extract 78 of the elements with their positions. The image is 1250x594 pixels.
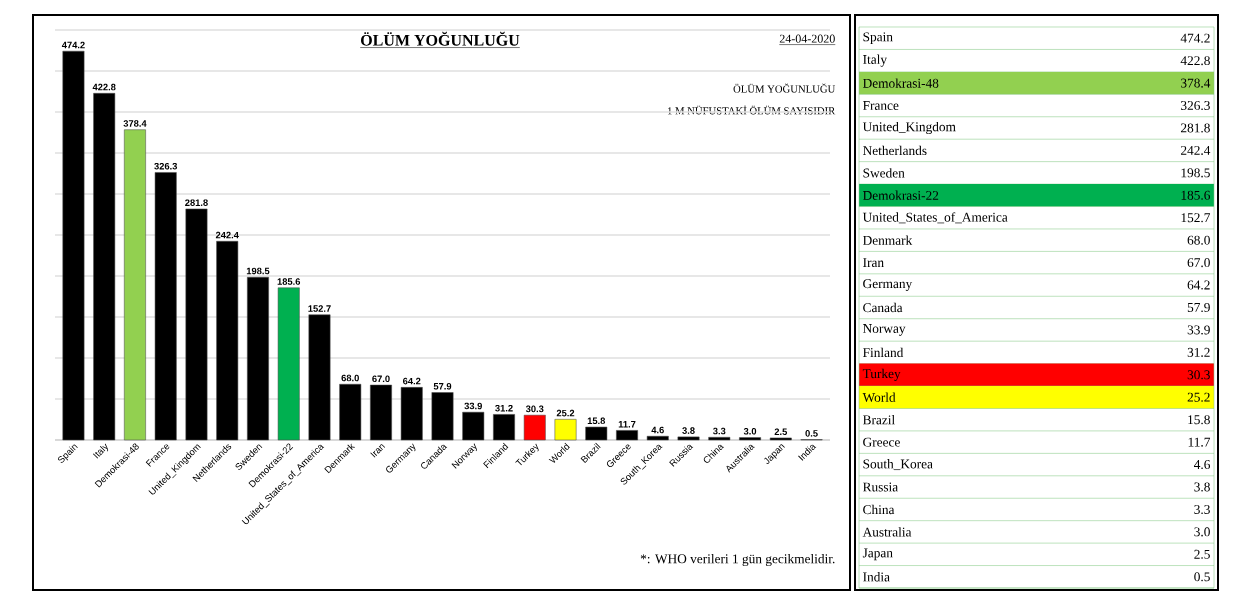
category-label: Spain (863, 32, 893, 45)
data-label: 0.5 (805, 430, 818, 437)
data-label: 57.9 (433, 383, 452, 390)
annotation: ÖLÜM YOĞUNLUĞU (733, 83, 836, 93)
text: 4.6 (1193, 460, 1211, 470)
category-label: France (862, 101, 899, 110)
text: 474.2 (1180, 33, 1210, 43)
text: 3.0 (1194, 527, 1210, 537)
data-label: 68.0 (341, 374, 359, 382)
data-label: 4.6 (651, 426, 664, 434)
text: 0.5 (1194, 572, 1210, 582)
data-label: 185.6 (277, 278, 301, 285)
category-label: Denmark (862, 235, 913, 245)
category-label: Brazil (862, 415, 895, 425)
text: 33.9 (1187, 325, 1210, 335)
text: 11.7 (1188, 437, 1211, 447)
data-label: 474.2 (61, 41, 85, 49)
category-label: Italy (863, 54, 888, 67)
data-label: 378.4 (123, 120, 147, 127)
text: 3.3 (1194, 504, 1210, 514)
data-label: 198.5 (246, 267, 270, 275)
text: 68.0 (1187, 235, 1210, 245)
data-label: 15.8 (587, 417, 606, 425)
annotation: 1 M NÜFUSTAKİ ÖLÜM SAYISIDIR (667, 105, 836, 115)
category-label: Germany (863, 279, 913, 291)
text: 185.6 (1181, 190, 1211, 200)
data-label: 3.3 (713, 427, 726, 435)
chart-subtitle: 24-04-2020 (779, 34, 835, 43)
category-label: Turkey (862, 368, 901, 381)
data-label: 64.2 (403, 377, 421, 385)
category-label: United_States_of_America (862, 212, 1008, 224)
text: 25.2 (1187, 392, 1210, 402)
category-label: Australia (862, 527, 912, 537)
text: 326.3 (1181, 101, 1210, 111)
text: 242.4 (1180, 145, 1211, 155)
category-label: United_Kingdom (862, 121, 956, 135)
text: *: WHO verileri 1 gün gecikmelidir. (640, 553, 835, 567)
data-label: 152.7 (308, 305, 331, 312)
data-label: 2.5 (774, 428, 788, 436)
text: 67.0 (1187, 258, 1210, 268)
category-label: Iran (863, 258, 884, 268)
text: 281.8 (1180, 123, 1210, 133)
category-label: Norway (862, 324, 906, 336)
text: 152.7 (1181, 213, 1211, 223)
category-label: Netherlands (862, 145, 927, 156)
text: 31.2 (1187, 347, 1210, 357)
category-label: Sweden (863, 168, 905, 178)
category-label: India (863, 572, 890, 582)
text: 30.3 (1187, 370, 1210, 380)
category-label: Finland (862, 347, 904, 358)
text: 422.8 (1180, 56, 1210, 66)
x-tick-label: Iran (370, 444, 386, 458)
data-label: 242.4 (215, 231, 239, 239)
data-label: 31.2 (495, 404, 513, 412)
category-label: Japan (862, 548, 893, 561)
text: 64.2 (1187, 280, 1210, 290)
category-label: World (862, 392, 896, 402)
category-label: Demokrasi-48 (862, 78, 939, 88)
data-label: 281.8 (185, 199, 208, 206)
category-label: Canada (863, 302, 903, 313)
data-label: 3.8 (682, 427, 695, 434)
data-label: 422.8 (92, 83, 116, 91)
text: 57.9 (1187, 302, 1210, 313)
data-label: 33.9 (464, 402, 482, 410)
data-label: 67.0 (372, 375, 390, 383)
data-label: 3.0 (743, 428, 757, 435)
text: 2.5 (1194, 549, 1210, 559)
text: 198.5 (1181, 168, 1210, 178)
data-label: 25.2 (556, 409, 575, 417)
data-label: 326.3 (154, 162, 178, 170)
text: 15.8 (1188, 415, 1210, 425)
chart-title: ÖLÜM YOĞUNLUĞU (361, 31, 520, 46)
category-label: China (863, 504, 895, 515)
text: 3.8 (1194, 482, 1210, 492)
text: 378.4 (1181, 78, 1211, 88)
category-label: Demokrasi-22 (862, 190, 939, 200)
data-label: 11.7 (618, 421, 636, 428)
data-label: 30.3 (525, 405, 544, 413)
